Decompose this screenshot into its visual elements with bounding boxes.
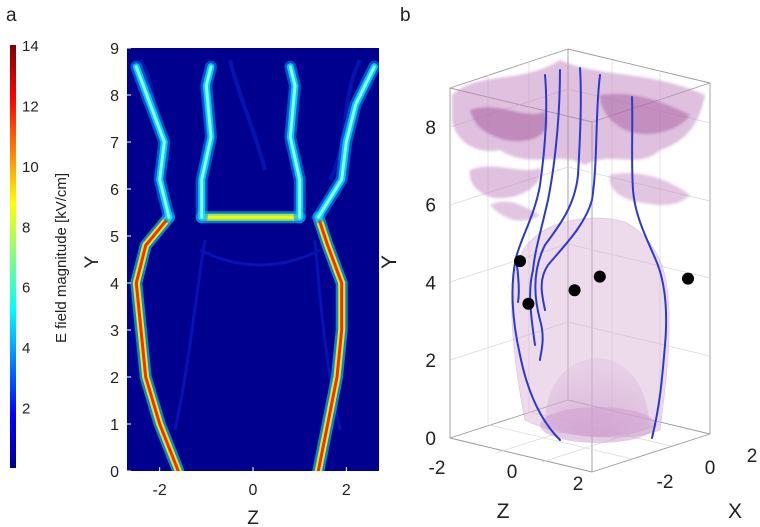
field-path-left-outer-channel [130, 60, 175, 224]
surface-axes: 0 2 4 6 8 -2 0 2 -2 0 2 [425, 118, 757, 495]
surface-ytick-label: 8 [425, 118, 436, 139]
heatmap-ytick-label: 0 [110, 464, 119, 481]
upper-turbulent-surfaces [452, 60, 705, 221]
heatmap-xlabel: Z [247, 508, 259, 527]
field-path-right-inner-channel [284, 60, 306, 224]
field-path-left-boundary [130, 211, 185, 471]
heatmap-ytick-label: 1 [110, 417, 119, 434]
colorbar-tick-label: 2 [22, 401, 30, 418]
colorbar-tick-label: 8 [22, 219, 30, 236]
base-disk [540, 407, 656, 443]
surface-ytick-label: 0 [425, 429, 436, 450]
colorbar-tick-label: 4 [22, 340, 30, 357]
surface-xtick-label: 2 [747, 446, 758, 467]
colorbar-tick-label: 10 [22, 159, 39, 176]
surface-ytick-label: 2 [425, 351, 436, 372]
heatmap-background [127, 48, 379, 471]
surface-zlabel: Z [497, 500, 510, 523]
panel-b-label: b [400, 5, 411, 26]
heatmap-ytick-label: 3 [110, 323, 119, 340]
heatmap-ytick-label: 7 [110, 135, 119, 152]
colorbar-tick-label: 6 [22, 280, 30, 297]
colorbar: 2 4 6 8 10 12 14 E field magnitude [kV/cm] [10, 38, 70, 468]
field-paths [130, 60, 379, 471]
colorbar-label: E field magnitude [kV/cm] [53, 173, 70, 343]
colorbar-ticks: 2 4 6 8 10 12 14 [22, 38, 39, 418]
marker-point [593, 270, 606, 283]
surface-xlabel: X [728, 500, 742, 523]
panel-a-label: a [6, 5, 17, 26]
field-path-left-inner-channel [195, 60, 217, 224]
heatmap-ytick-label: 4 [110, 276, 119, 293]
streamlines [511, 67, 668, 441]
surface-ztick-label: 0 [507, 462, 518, 483]
heatmap-ylabel: Y [82, 255, 103, 268]
heatmap-xtick-label: 2 [342, 482, 351, 499]
field-path-right-boundary [312, 211, 348, 471]
surface-plot-3d: 0 2 4 6 8 -2 0 2 -2 0 2 Y Z X [378, 48, 757, 523]
heatmap-axes: 0 1 2 3 4 5 6 7 8 9 -2 0 2 [110, 41, 351, 499]
marker-point [682, 272, 694, 285]
marker-point [568, 284, 581, 297]
heatmap-ytick-label: 6 [110, 182, 119, 199]
heatmap-ytick-label: 5 [110, 229, 119, 246]
surface-ylabel: Y [378, 255, 401, 269]
surface-ytick-label: 6 [425, 196, 436, 217]
marker-point [522, 297, 535, 310]
surface-ztick-label: -2 [429, 458, 446, 479]
field-path-right-outer-channel [312, 60, 379, 224]
colorbar-strip [10, 45, 16, 468]
heatmap-xtick-label: 0 [249, 482, 258, 499]
heatmap-ytick-label: 8 [110, 88, 119, 105]
heatmap-plot: 0 1 2 3 4 5 6 7 8 9 -2 0 2 Z Y [82, 41, 379, 527]
heatmap-ytick-label: 9 [110, 41, 119, 58]
surface-ztick-label: 2 [573, 474, 584, 495]
marker-points [514, 255, 694, 310]
marker-point [514, 255, 526, 268]
surface-xtick-label: -2 [657, 472, 674, 493]
surface-ytick-label: 4 [425, 273, 436, 294]
colorbar-tick-label: 12 [22, 98, 39, 115]
colorbar-tick-label: 14 [22, 38, 39, 55]
heatmap-ytick-label: 2 [110, 370, 119, 387]
surface-xtick-label: 0 [705, 458, 716, 479]
heatmap-xtick-label: -2 [153, 482, 167, 499]
